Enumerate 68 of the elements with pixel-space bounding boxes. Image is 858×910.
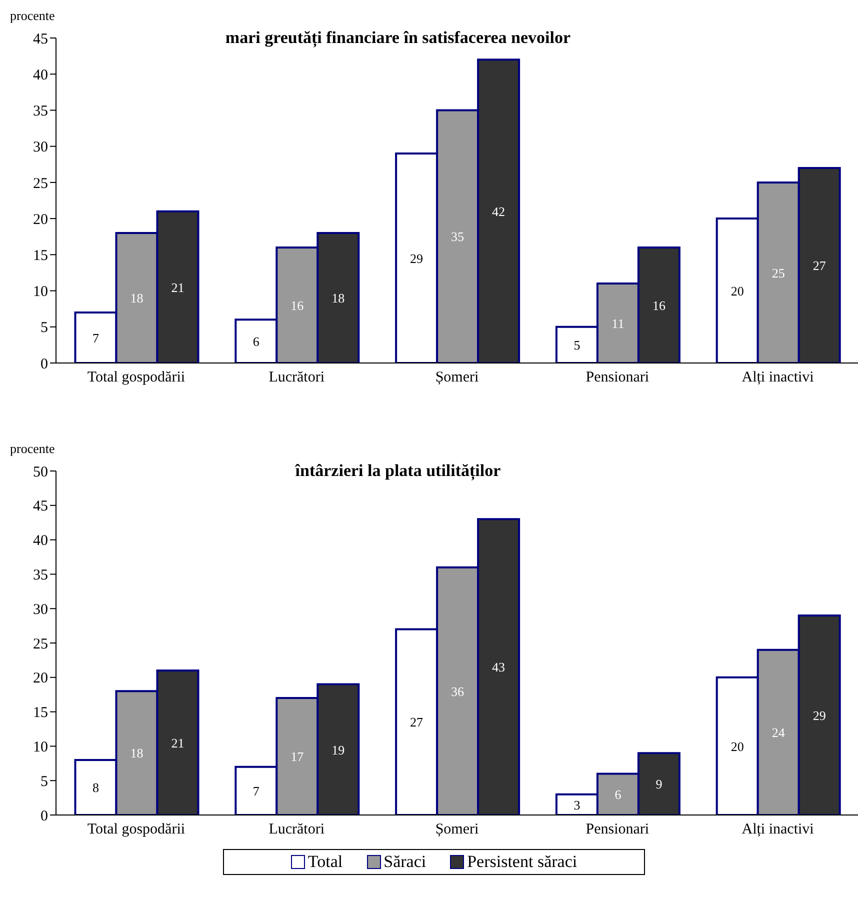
y-tick-label: 10 (33, 740, 48, 756)
data-label: 21 (171, 735, 184, 750)
y-tick-label: 30 (33, 140, 48, 156)
x-tick-label: Șomeri (435, 370, 479, 386)
data-label: 9 (656, 776, 662, 792)
y-tick-label: 20 (33, 670, 48, 687)
data-label: 43 (492, 660, 506, 675)
data-label: 29 (410, 250, 424, 266)
y-tick-label: 40 (33, 67, 48, 84)
data-label: 27 (812, 258, 826, 274)
data-label: 7 (92, 330, 100, 346)
y-tick-label: 35 (33, 104, 48, 120)
data-label: 3 (574, 797, 580, 812)
x-tick-label: Total gospodării (87, 822, 186, 838)
legend-label: Total (308, 852, 343, 872)
y-tick-label: 15 (33, 248, 48, 264)
data-label: 6 (252, 334, 260, 349)
x-tick-label: Lucrători (268, 822, 325, 838)
x-tick-label: Alți inactivi (742, 822, 814, 838)
y-tick-label: 25 (33, 176, 48, 192)
data-label: 18 (332, 290, 345, 306)
x-tick-label: Alți inactivi (742, 370, 814, 386)
data-label: 24 (772, 725, 786, 740)
y-tick-label: 25 (33, 636, 48, 652)
legend-label: Săraci (384, 852, 426, 872)
x-tick-label: Șomeri (435, 822, 479, 838)
data-label: 7 (252, 784, 260, 799)
chart-title: întârzieri la plata utilităților (294, 461, 502, 481)
x-tick-label: Pensionari (586, 370, 650, 386)
y-tick-label: 15 (33, 705, 48, 722)
data-label: 42 (492, 204, 506, 219)
y-tick-label: 35 (33, 568, 48, 584)
data-label: 20 (730, 738, 744, 754)
data-label: 27 (410, 714, 424, 730)
y-tick-label: 0 (40, 808, 48, 824)
y-tick-label: 0 (40, 356, 48, 372)
y-tick-label: 50 (33, 464, 48, 480)
y-tick-label: 45 (33, 498, 48, 515)
data-label: 18 (130, 746, 144, 761)
x-tick-label: Total gospodării (87, 370, 186, 386)
data-label: 25 (772, 265, 785, 280)
data-label: 29 (812, 708, 826, 723)
data-label: 36 (451, 684, 465, 699)
y-tick-label: 5 (40, 774, 48, 790)
data-label: 18 (130, 290, 144, 306)
y-tick-label: 30 (33, 602, 48, 618)
data-label: 16 (290, 298, 304, 313)
data-label: 35 (451, 229, 464, 244)
data-label: 20 (730, 283, 744, 298)
chart-title: mari greutăți financiare în satisfacerea nevoilor (224, 28, 572, 48)
data-label: 21 (171, 280, 184, 295)
data-label: 11 (612, 316, 624, 331)
data-label: 16 (652, 298, 666, 313)
x-tick-label: Pensionari (586, 822, 650, 838)
data-label: 6 (614, 786, 622, 802)
data-label: 8 (92, 780, 99, 796)
legend-label: Persistent săraci (467, 852, 578, 872)
data-label: 17 (290, 749, 304, 764)
y-tick-label: 40 (33, 533, 48, 550)
y-tick-label: 5 (40, 320, 48, 336)
x-tick-label: Lucrători (268, 370, 325, 386)
y-tick-label: 10 (33, 284, 48, 300)
y-axis-title: procente (9, 8, 56, 25)
y-tick-label: 45 (33, 31, 48, 48)
y-axis-title: procente (9, 441, 56, 458)
data-label: 19 (332, 742, 345, 758)
y-tick-label: 20 (33, 212, 48, 228)
data-label: 5 (574, 338, 580, 353)
